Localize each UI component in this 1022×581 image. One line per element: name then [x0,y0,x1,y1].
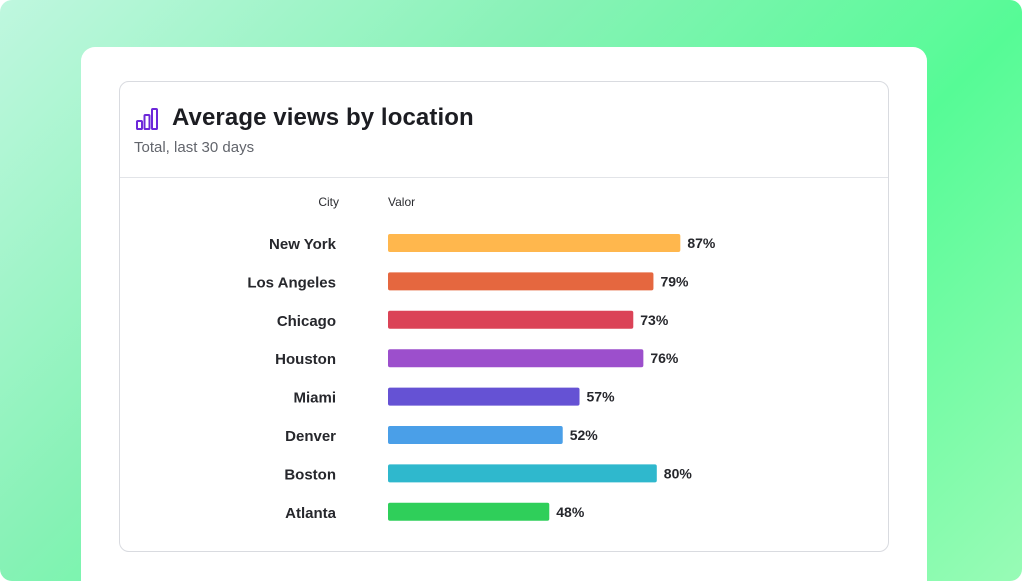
bar-value-label: 76% [650,350,679,366]
bar-value-label: 57% [587,389,616,405]
bar-value-label: 79% [660,273,689,289]
category-label: Denver [285,428,336,445]
category-label: Miami [293,390,336,407]
chart-title: Average views by location [172,104,474,131]
bar-chart: City Valor New York 87% Los Angeles 79% Chicag… [120,178,888,550]
bar-chart-icon [136,108,158,130]
chart-subtitle: Total, last 30 days [134,139,255,156]
bar [388,349,644,368]
category-label: Boston [284,466,336,483]
bar [388,464,657,483]
card-header: Average views by location Total, last 30… [120,82,888,178]
category-column-header: City [318,195,339,209]
category-label: Houston [275,351,336,368]
value-column-header: Valor [388,195,415,209]
chart-card: Average views by location Total, last 30… [119,81,889,552]
bar [388,272,654,291]
category-label: New York [269,236,337,253]
bar [388,502,550,521]
category-label: Los Angeles [247,274,336,291]
bar [388,310,634,329]
category-label: Atlanta [285,505,336,522]
bar-value-label: 87% [687,235,716,251]
bar [388,426,563,444]
bar-value-label: 73% [640,312,669,328]
bar-value-label: 48% [556,504,585,520]
bar [388,387,580,406]
bar [388,234,681,252]
content-panel: Average views by location Total, last 30… [81,47,927,581]
bar-value-label: 80% [664,465,693,481]
category-label: Chicago [277,313,336,330]
bar-value-label: 52% [570,427,599,443]
bar-chart-svg: City Valor New York 87% Los Angeles 79% Chicag… [247,195,716,522]
